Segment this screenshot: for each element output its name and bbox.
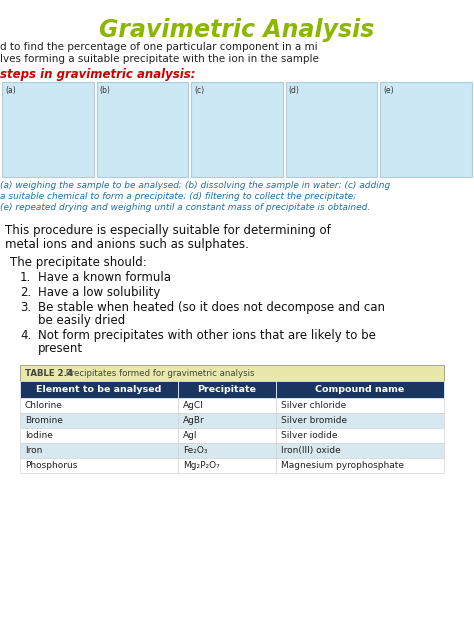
Bar (178, 381, 276, 398)
Text: Bromine: Bromine (25, 416, 63, 425)
Text: be easily dried: be easily dried (38, 314, 125, 327)
Text: (c): (c) (194, 86, 204, 95)
Text: AgBr: AgBr (183, 416, 205, 425)
Bar (20, 428, 178, 443)
Text: TABLE 2.4: TABLE 2.4 (25, 368, 73, 377)
Bar (178, 398, 276, 413)
Text: Precipitate: Precipitate (198, 385, 256, 394)
Bar (20, 443, 178, 458)
Bar (2, 82, 93, 177)
Bar (178, 428, 276, 443)
Text: Iron(III) oxide: Iron(III) oxide (281, 446, 341, 455)
Text: Gravimetric Analysis: Gravimetric Analysis (100, 18, 374, 42)
Bar (20, 365, 444, 381)
Text: (e): (e) (383, 86, 394, 95)
Text: present: present (38, 342, 83, 355)
Text: Have a low solubility: Have a low solubility (38, 286, 160, 299)
Bar (276, 428, 444, 443)
Bar (20, 413, 178, 428)
Text: Mg₂P₂O₇: Mg₂P₂O₇ (183, 461, 220, 470)
Bar (20, 381, 178, 398)
Text: 4.: 4. (20, 329, 31, 342)
Bar (381, 82, 472, 177)
Text: 1.: 1. (20, 271, 31, 284)
Text: The precipitate should:: The precipitate should: (10, 256, 147, 269)
Text: Chlorine: Chlorine (25, 401, 63, 410)
Bar (178, 443, 276, 458)
Text: (a): (a) (5, 86, 16, 95)
Text: 3.: 3. (20, 301, 31, 314)
Text: Phosphorus: Phosphorus (25, 461, 77, 470)
Text: Fe₂O₃: Fe₂O₃ (183, 446, 208, 455)
Bar (97, 82, 188, 177)
Text: Not form precipitates with other ions that are likely to be: Not form precipitates with other ions th… (38, 329, 376, 342)
Text: Iron: Iron (25, 446, 42, 455)
Text: AgI: AgI (183, 431, 198, 440)
Text: Compound name: Compound name (315, 385, 405, 394)
Bar (20, 458, 178, 473)
Bar (178, 458, 276, 473)
Text: a suitable chemical to form a precipitate; (d) filtering to collect the precipit: a suitable chemical to form a precipitat… (0, 192, 356, 201)
Text: This procedure is especially suitable for determining of: This procedure is especially suitable fo… (5, 224, 331, 237)
Text: Be stable when heated (so it does not decompose and can: Be stable when heated (so it does not de… (38, 301, 385, 314)
Text: (d): (d) (289, 86, 300, 95)
Bar (276, 381, 444, 398)
Bar (276, 413, 444, 428)
Text: Silver iodide: Silver iodide (281, 431, 337, 440)
Bar (20, 398, 178, 413)
Bar (276, 458, 444, 473)
Text: Silver chloride: Silver chloride (281, 401, 346, 410)
Bar (286, 82, 377, 177)
Text: lves forming a suitable precipitate with the ion in the sample: lves forming a suitable precipitate with… (0, 54, 319, 64)
Bar (191, 82, 283, 177)
Text: 2.: 2. (20, 286, 31, 299)
Text: Iodine: Iodine (25, 431, 53, 440)
Text: steps in gravimetric analysis:: steps in gravimetric analysis: (0, 68, 195, 81)
Text: d to find the percentage of one particular component in a mi: d to find the percentage of one particul… (0, 42, 318, 52)
Text: (e) repeated drying and weighing until a constant mass of precipitate is obtaine: (e) repeated drying and weighing until a… (0, 203, 370, 212)
Text: Silver bromide: Silver bromide (281, 416, 347, 425)
Text: metal ions and anions such as sulphates.: metal ions and anions such as sulphates. (5, 238, 249, 251)
Bar (178, 413, 276, 428)
Text: (a) weighing the sample to be analysed; (b) dissolving the sample in water; (c) : (a) weighing the sample to be analysed; … (0, 181, 390, 190)
Text: Have a known formula: Have a known formula (38, 271, 171, 284)
Bar (276, 443, 444, 458)
Text: (b): (b) (100, 86, 110, 95)
Bar (276, 398, 444, 413)
Text: Precipitates formed for gravimetric analysis: Precipitates formed for gravimetric anal… (63, 368, 255, 377)
Text: Element to be analysed: Element to be analysed (36, 385, 162, 394)
Text: AgCl: AgCl (183, 401, 204, 410)
Text: Magnesium pyrophosphate: Magnesium pyrophosphate (281, 461, 404, 470)
